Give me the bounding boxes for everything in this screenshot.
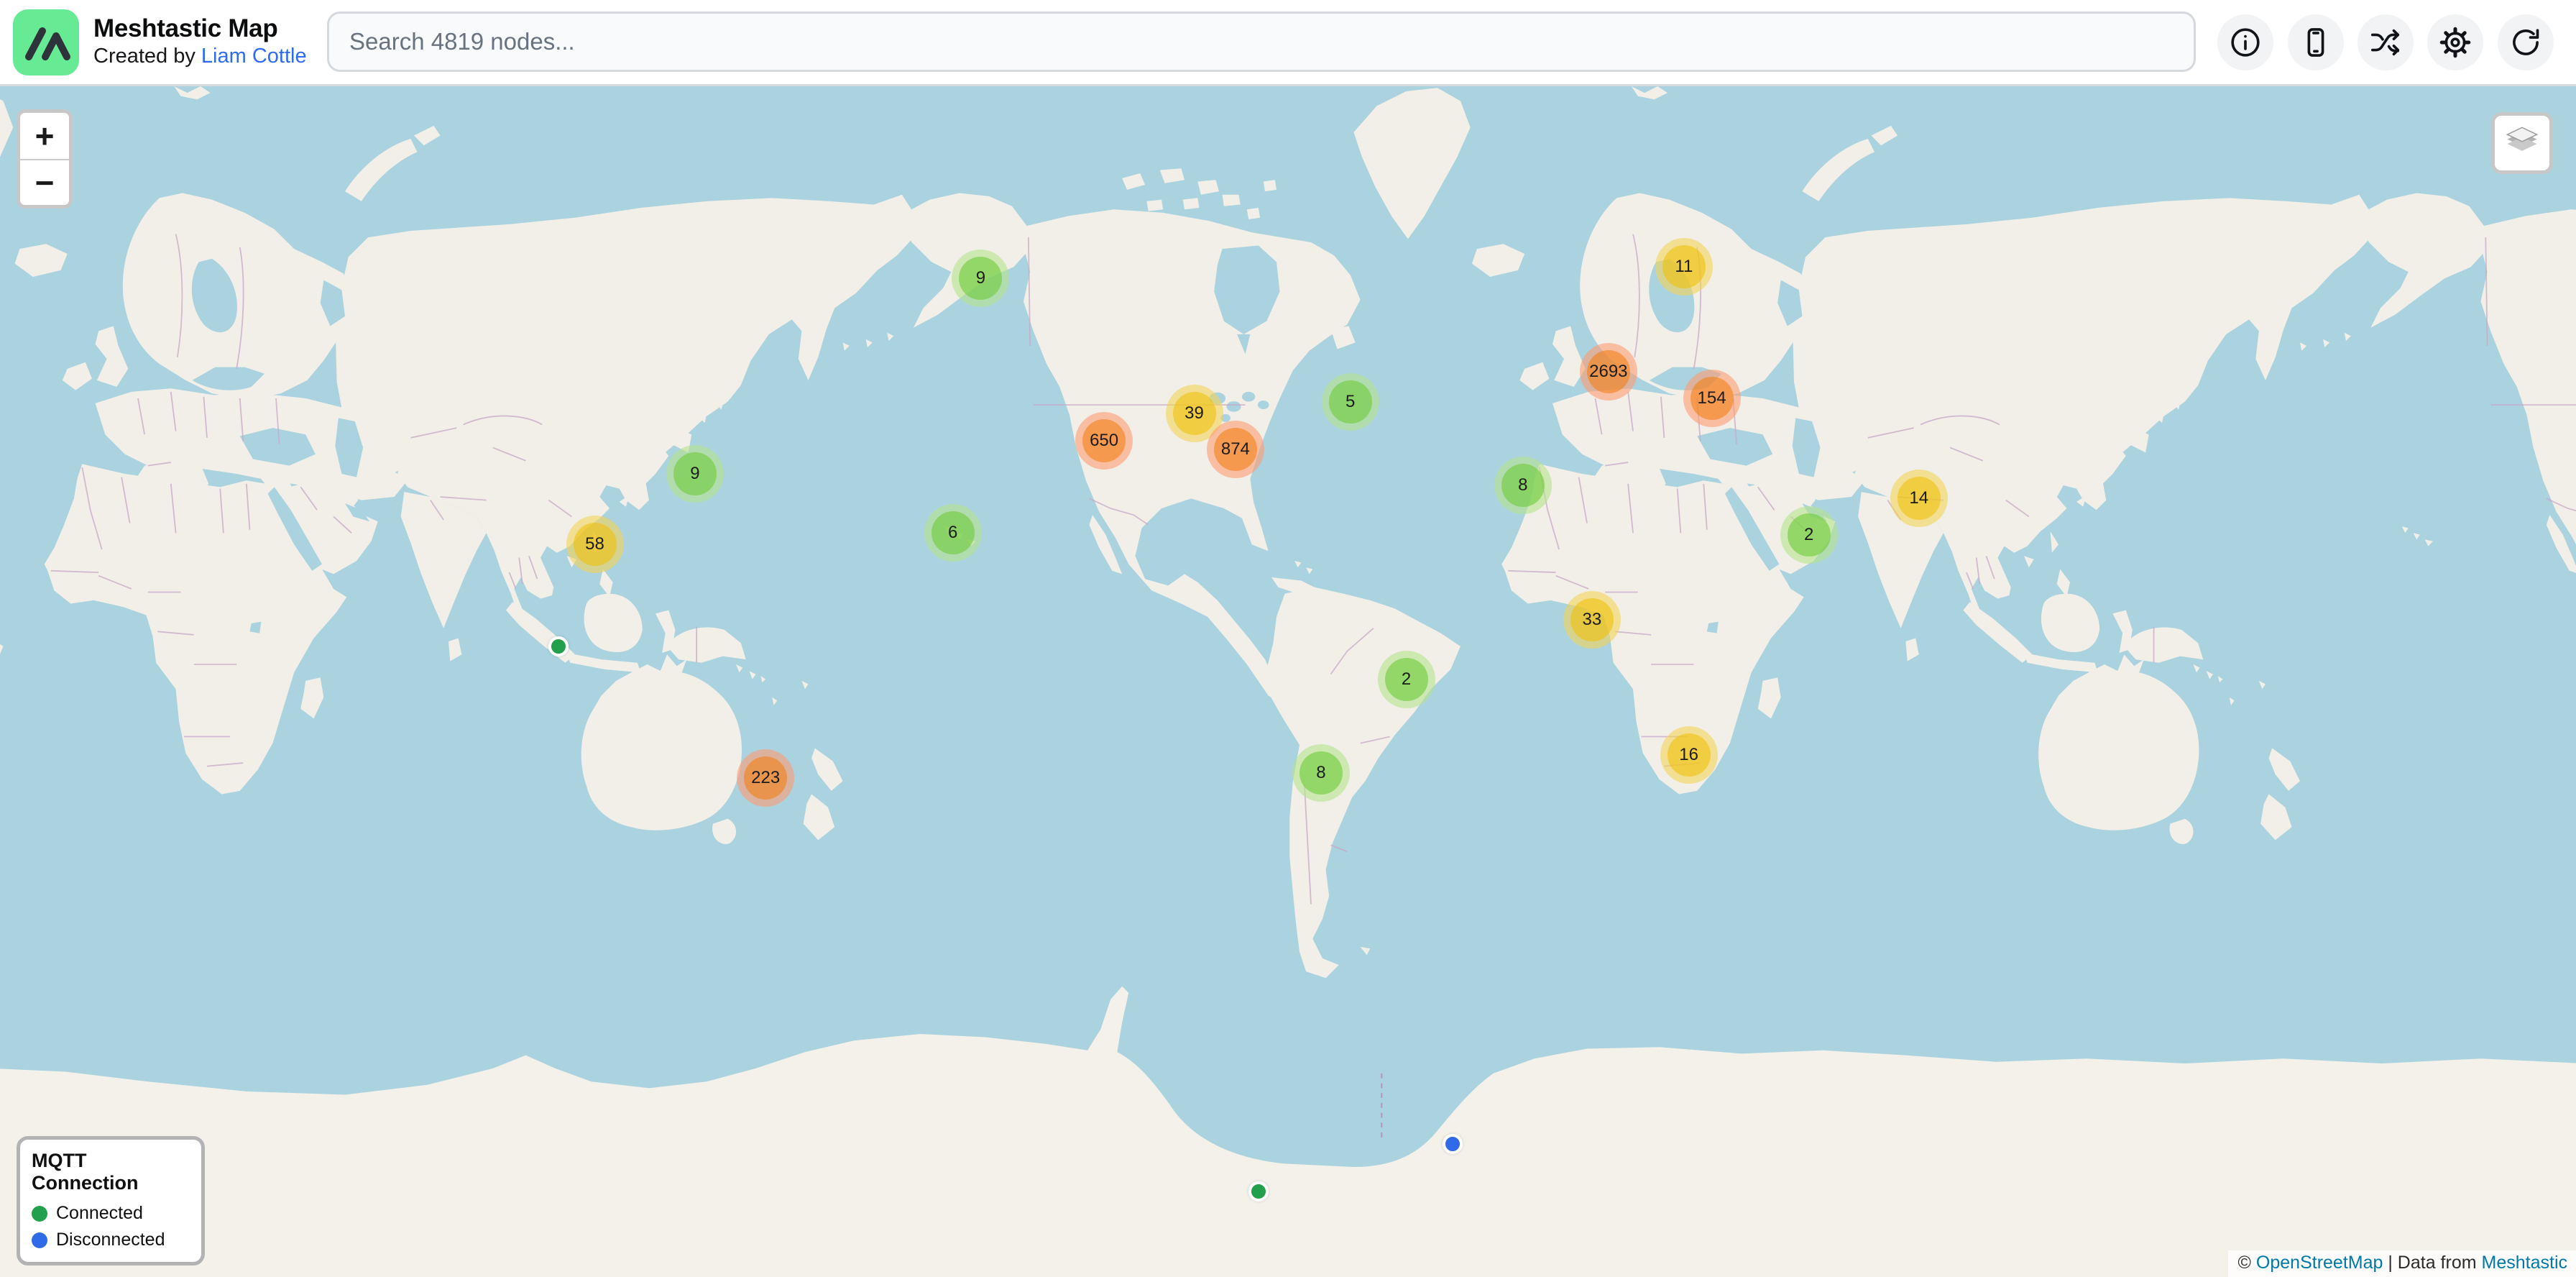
refresh-button[interactable]: [2498, 14, 2554, 70]
cluster-count: 2: [1803, 524, 1814, 544]
node-marker-connected[interactable]: [548, 636, 569, 656]
zoom-in-button[interactable]: +: [20, 113, 69, 159]
cluster-marker[interactable]: 2693: [1579, 343, 1637, 401]
title-block: Meshtastic Map Created by Liam Cottle: [93, 14, 307, 69]
shuffle-icon: [2370, 29, 2400, 56]
cluster-marker[interactable]: 8: [1292, 743, 1350, 802]
cluster-count: 8: [1518, 475, 1528, 495]
cluster-count: 9: [690, 464, 700, 484]
cluster-marker[interactable]: 154: [1683, 370, 1741, 428]
cluster-marker[interactable]: 2: [1780, 505, 1838, 564]
page-title: Meshtastic Map: [93, 14, 278, 42]
cluster-marker[interactable]: 39: [1165, 384, 1223, 442]
cluster-count: 650: [1090, 431, 1119, 451]
smartphone-icon: [2307, 28, 2324, 57]
legend-dot-icon: [32, 1205, 47, 1222]
search-input[interactable]: [327, 12, 2196, 72]
map-canvas[interactable]: 9 39 650 874 5 11 2693 154 8 14 2 9 58 6 33 2 16 8 223 + −…: [0, 86, 2576, 1277]
byline-prefix: Created by: [93, 45, 201, 68]
info-button[interactable]: [2217, 14, 2273, 70]
mqtt-legend: MQTT Connection Connected Disconnected: [17, 1136, 205, 1265]
cluster-marker[interactable]: 9: [952, 250, 1010, 308]
cluster-count: 154: [1697, 388, 1726, 408]
cluster-count: 2693: [1589, 362, 1628, 382]
settings-button[interactable]: [2427, 14, 2483, 70]
cluster-marker[interactable]: 2: [1377, 650, 1435, 708]
cluster-count: 58: [585, 534, 604, 554]
legend-item: Disconnected: [32, 1230, 190, 1250]
cluster-marker[interactable]: 33: [1563, 591, 1621, 649]
cluster-marker[interactable]: 6: [924, 504, 982, 562]
cluster-marker[interactable]: 16: [1660, 726, 1718, 784]
cluster-marker[interactable]: 5: [1321, 372, 1379, 431]
cluster-marker[interactable]: 9: [666, 445, 724, 503]
cluster-count: 874: [1220, 439, 1250, 459]
cluster-count: 14: [1909, 488, 1929, 508]
cluster-count: 2: [1401, 669, 1412, 689]
cluster-count: 39: [1184, 403, 1204, 423]
meshtastic-logo-glyph: [25, 27, 70, 60]
openstreetmap-link[interactable]: OpenStreetMap: [2255, 1253, 2383, 1273]
layers-control[interactable]: [2491, 112, 2553, 174]
attribution-separator: | Data from: [2383, 1253, 2482, 1273]
cluster-count: 9: [975, 268, 986, 288]
map-attribution: © OpenStreetMap | Data from Meshtastic: [2227, 1250, 2576, 1277]
cluster-count: 8: [1316, 762, 1326, 782]
legend-rows: Connected Disconnected: [32, 1203, 190, 1250]
refresh-icon: [2513, 29, 2539, 55]
legend-label: Connected: [56, 1203, 143, 1223]
world-map: [0, 86, 2576, 1277]
cluster-count: 223: [751, 767, 781, 787]
zoom-control: + −: [17, 109, 73, 209]
cluster-marker[interactable]: 58: [566, 516, 624, 574]
cluster-marker[interactable]: 14: [1890, 470, 1948, 528]
author-link[interactable]: Liam Cottle: [201, 45, 307, 68]
legend-title: MQTT Connection: [32, 1150, 139, 1194]
byline: Created by Liam Cottle: [93, 43, 307, 69]
node-marker-connected[interactable]: [1248, 1181, 1269, 1202]
node-marker-disconnected[interactable]: [1442, 1134, 1463, 1155]
cluster-marker[interactable]: 11: [1655, 238, 1713, 296]
cluster-count: 33: [1582, 610, 1602, 630]
cluster-count: 16: [1679, 744, 1698, 764]
meshtastic-link[interactable]: Meshtastic: [2481, 1253, 2567, 1273]
cluster-count: 5: [1346, 391, 1356, 411]
meshtastic-logo: [13, 9, 79, 75]
cluster-marker[interactable]: 8: [1494, 457, 1552, 515]
layers-icon: [2506, 127, 2539, 151]
cluster-count: 11: [1675, 257, 1693, 277]
gear-icon: [2439, 27, 2471, 58]
header-bar: Meshtastic Map Created by Liam Cottle: [0, 0, 2576, 86]
random-node-button[interactable]: [2358, 14, 2414, 70]
info-icon: [2231, 28, 2260, 57]
legend-dot-icon: [32, 1232, 47, 1248]
cluster-marker[interactable]: 223: [737, 749, 795, 807]
copyright-text: ©: [2237, 1253, 2256, 1273]
cluster-count: 6: [948, 523, 958, 543]
legend-item: Connected: [32, 1203, 190, 1224]
legend-label: Disconnected: [56, 1230, 165, 1250]
cluster-marker[interactable]: 874: [1206, 420, 1264, 478]
cluster-marker[interactable]: 650: [1075, 412, 1133, 470]
zoom-out-button[interactable]: −: [20, 159, 69, 205]
mobile-app-button[interactable]: [2288, 14, 2344, 70]
